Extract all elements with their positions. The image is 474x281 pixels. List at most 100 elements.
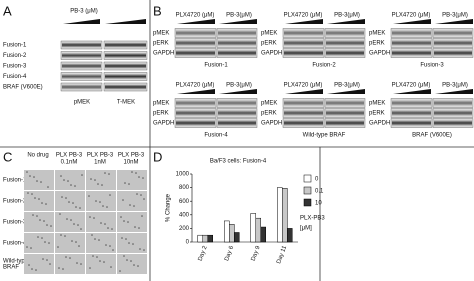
colony	[134, 226, 136, 228]
column-label: PLX PB-3	[118, 153, 145, 159]
colony	[133, 205, 135, 207]
colony	[46, 259, 48, 261]
x-tick-label: Day 11	[276, 245, 288, 265]
blot-band	[326, 30, 364, 36]
y-tick-label: 200	[179, 226, 190, 232]
colony	[137, 265, 139, 267]
blot-caption: Fusion-2	[312, 63, 336, 69]
colony-image	[117, 233, 147, 253]
colony	[79, 207, 81, 209]
legend-label: 0.1	[315, 189, 324, 195]
bar	[207, 234, 213, 243]
blot-band	[284, 40, 323, 46]
colony	[92, 255, 94, 257]
colony-image	[55, 191, 85, 211]
row-label: Fusion-3	[3, 220, 27, 226]
colony	[26, 246, 28, 248]
y-tick-label: 400	[179, 212, 190, 218]
column-label: 0.1nM	[61, 160, 78, 166]
row-label: GAPDH	[369, 51, 390, 57]
colony	[102, 205, 104, 207]
blot-band	[284, 110, 323, 116]
row-label: GAPDH	[261, 121, 282, 127]
blot-band	[284, 100, 323, 106]
row-label: BRAF (V600E)	[3, 85, 43, 91]
colony	[90, 178, 92, 180]
drug-label: PLX4720 (μM)	[284, 83, 323, 89]
colony	[75, 241, 77, 243]
row-label: pERK	[261, 41, 277, 47]
colony	[89, 267, 91, 269]
dose-triangle	[393, 89, 431, 94]
colony	[72, 202, 74, 204]
drug-label: PLX4720 (μM)	[284, 13, 323, 19]
colony	[140, 194, 142, 196]
colony	[57, 246, 59, 248]
blot-band	[326, 110, 364, 116]
colony-image	[117, 191, 147, 211]
bar	[224, 220, 230, 243]
colony	[33, 176, 35, 178]
colony	[34, 197, 36, 199]
colony	[130, 260, 132, 262]
colony	[59, 213, 61, 215]
colony	[135, 172, 137, 174]
treatment-label: PB-3 (μM)	[70, 9, 97, 15]
dose-triangle	[435, 19, 473, 24]
colony	[31, 268, 33, 270]
colony	[71, 240, 73, 242]
colony	[45, 203, 47, 205]
y-tick-label: 0	[186, 240, 190, 246]
bar	[234, 232, 240, 243]
colony	[40, 181, 42, 183]
blot-band	[392, 110, 431, 116]
blot-band	[434, 120, 472, 126]
blot-band	[62, 84, 101, 90]
blot-band	[326, 40, 364, 46]
chart-title: Ba/F3 cells: Fusion-4	[210, 159, 267, 165]
colony	[128, 242, 130, 244]
column-label: pMEK	[74, 100, 90, 106]
column-label: No drug	[27, 153, 48, 159]
row-label: GAPDH	[153, 121, 174, 127]
legend-label: 0	[315, 177, 319, 183]
row-label: BRAF	[3, 265, 19, 271]
blot-caption: Fusion-3	[420, 63, 444, 69]
row-label: pERK	[261, 111, 277, 117]
colony	[127, 221, 129, 223]
colony	[93, 217, 95, 219]
colony	[68, 201, 70, 203]
blot-band	[218, 50, 256, 56]
row-label: pERK	[153, 41, 169, 47]
column-label: 10nM	[123, 160, 138, 166]
blot-band	[105, 42, 146, 48]
colony	[143, 249, 145, 251]
colony	[60, 234, 62, 236]
blot-band	[105, 84, 146, 90]
colony	[27, 192, 29, 194]
bar	[202, 234, 208, 243]
colony	[49, 263, 51, 265]
row-label: pMEK	[261, 31, 277, 37]
colony	[80, 228, 82, 230]
colony	[120, 216, 122, 218]
colony	[138, 176, 140, 178]
row-label: Fusion-1	[3, 43, 27, 49]
colony	[62, 268, 64, 270]
row-label: GAPDH	[261, 51, 282, 57]
bar	[197, 234, 203, 243]
colony	[38, 198, 40, 200]
colony	[96, 256, 98, 258]
colony-image	[117, 170, 147, 190]
row-label: Fusion-4	[3, 241, 27, 247]
colony	[69, 257, 71, 259]
colony	[133, 264, 135, 266]
blot-band	[392, 30, 431, 36]
colony	[125, 238, 127, 240]
x-tick-label: Day 6	[224, 245, 235, 262]
blot-band	[62, 74, 101, 79]
colony	[99, 201, 101, 203]
blot-band	[105, 63, 146, 69]
blot-band	[392, 50, 431, 56]
colony-image	[86, 254, 116, 274]
